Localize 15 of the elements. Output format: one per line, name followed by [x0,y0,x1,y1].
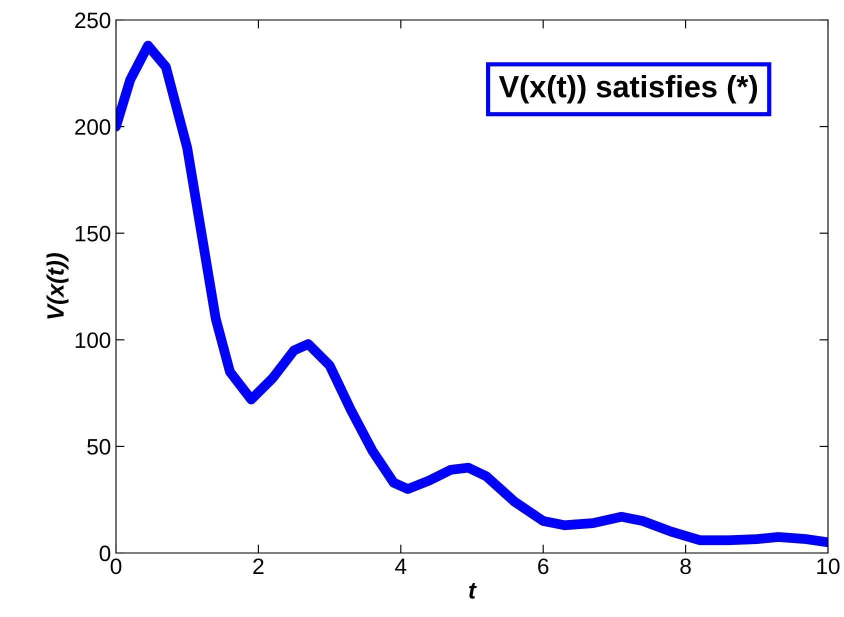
annotation: V(x(t)) satisfies (*) [498,75,758,104]
y-tick-label: 0 [100,546,110,562]
x-tick-label: 8 [680,558,691,574]
x-tick-label: 0 [110,558,122,574]
x-tick-label: 10 [817,558,840,574]
y-tick-label: 200 [75,119,110,135]
y-axis-title: V(x(t)) [46,253,69,319]
y-tick-label: 250 [75,12,110,28]
x-axis-title: t [469,583,477,599]
x-tick-label: 4 [395,558,406,574]
y-tick-label: 50 [87,438,110,455]
x-tick-label: 6 [538,558,548,574]
y-tick-label: 100 [76,332,110,348]
x-tick-label: 2 [253,558,264,574]
y-tick-label: 150 [76,226,110,242]
